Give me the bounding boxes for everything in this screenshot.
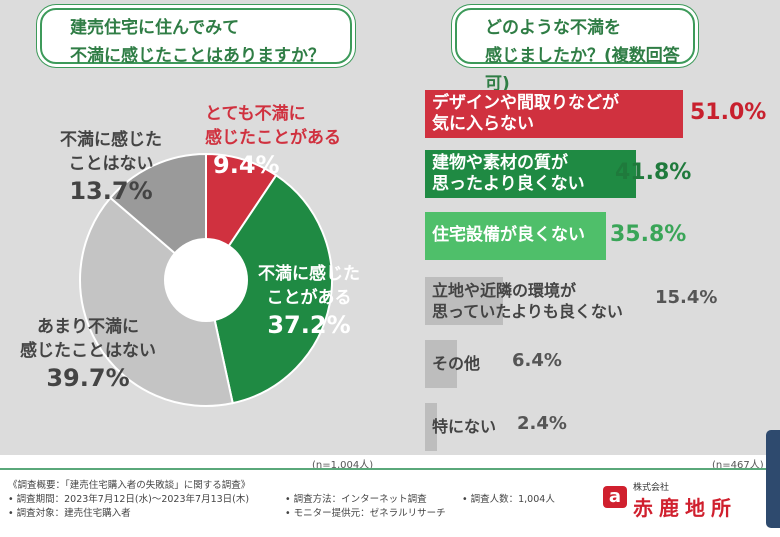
- pie-label-line2: 感じたことがある: [205, 128, 341, 148]
- bar-5: [425, 403, 438, 451]
- bar-2: [425, 212, 606, 260]
- infographic: 建売住宅に住んでみて 不満に感じたことはありますか？ どのような不満を 感じまし…: [0, 0, 780, 455]
- pie-slice-1: [204, 173, 333, 405]
- pie-label-line1: 不満に感じた: [258, 264, 360, 284]
- bar-1: [425, 150, 637, 198]
- bar-label-line1: 建物や素材の質が: [432, 153, 568, 173]
- bar-label-line2: 思っていたよりも良くない: [432, 302, 623, 321]
- bar-label-line1: その他: [432, 354, 481, 373]
- bar-3: [425, 277, 503, 325]
- pie-label-line2: ことがある: [266, 288, 352, 308]
- bar-value-0: 51.0%: [690, 100, 767, 125]
- survey-title: 《調査概要：「建売住宅購入者の失敗談」に関する調査》: [8, 480, 251, 491]
- bar-value-4: 6.4%: [512, 350, 562, 371]
- question-2-line2: 感じましたか？(複数回答可): [485, 46, 680, 94]
- pie-label-line1: 不満に感じた: [60, 130, 162, 150]
- bar-label-line1: 立地や近隣の環境が: [432, 281, 577, 300]
- pie-value: 39.7%: [46, 364, 130, 392]
- survey-period: • 調査期間：2023年7月12日(水)〜2023年7月13日(木): [8, 494, 250, 505]
- pie-label-3: 不満に感じた ことはない 13.7%: [60, 128, 162, 206]
- logo-company-type: 株式会社: [633, 483, 670, 493]
- bar-value-2: 35.8%: [610, 222, 687, 247]
- bar-sample-size: (n=467人): [712, 460, 764, 471]
- bar-label-2: 住宅設備が良くない: [432, 225, 585, 246]
- pie-label-2: あまり不満に 感じたことはない 39.7%: [20, 315, 156, 393]
- bar-label-line1: 住宅設備が良くない: [432, 225, 585, 245]
- bar-label-line2: 気に入らない: [432, 114, 534, 134]
- bar-label-1: 建物や素材の質が 思ったより良くない: [432, 153, 585, 195]
- pie-label-1: 不満に感じた ことがある 37.2%: [258, 262, 360, 340]
- side-tab[interactable]: [766, 430, 780, 528]
- pie-label-line1: とても不満に: [205, 104, 306, 124]
- bar-label-3: 立地や近隣の環境が思っていたよりも良くない: [432, 280, 623, 322]
- pie-hole: [164, 238, 248, 322]
- bar-label-0: デザインや間取りなどが 気に入らない: [432, 93, 619, 135]
- bar-label-line2: 思ったより良くない: [432, 174, 585, 194]
- pie-slice-2: [79, 196, 234, 407]
- survey-count: • 調査人数：1,004人: [462, 494, 555, 505]
- bar-4: [425, 340, 458, 388]
- survey-method: • 調査方法：インターネット調査: [285, 494, 427, 505]
- logo-company-name: 赤鹿地所: [633, 496, 737, 520]
- bar-0: [425, 90, 683, 138]
- question-2-line1: どのような不満を: [485, 18, 621, 38]
- pie-value: 9.4%: [213, 151, 280, 179]
- bar-value-1: 41.8%: [615, 160, 692, 185]
- question-1-line2: 不満に感じたことはありますか？: [70, 46, 325, 66]
- pie-label-line1: あまり不満に: [37, 317, 139, 337]
- pie-label-0: とても不満に感じたことがある 9.4%: [205, 102, 341, 180]
- bar-label-line1: デザインや間取りなどが: [432, 93, 619, 113]
- company-logo: a 株式会社 赤鹿地所: [603, 480, 768, 520]
- pie-value: 37.2%: [267, 311, 351, 339]
- question-1-box: 建売住宅に住んでみて 不満に感じたことはありますか？: [40, 8, 352, 66]
- divider: [0, 468, 768, 470]
- bar-value-5: 2.4%: [517, 413, 567, 434]
- survey-target: • 調査対象：建売住宅購入者: [8, 508, 131, 519]
- pie-value: 13.7%: [69, 177, 153, 205]
- bar-label-4: その他: [432, 353, 480, 374]
- question-1-line1: 建売住宅に住んでみて: [70, 18, 240, 38]
- pie-chart: [79, 152, 333, 407]
- bar-label-5: 特にない: [432, 416, 496, 437]
- bar-value-3: 15.4%: [655, 287, 718, 308]
- logo-mark-icon: a: [603, 486, 627, 508]
- survey-monitor: • モニター提供元：ゼネラルリサーチ: [285, 508, 446, 519]
- pie-label-line2: ことはない: [68, 154, 154, 174]
- pie-sample-size: (n=1,004人): [312, 460, 374, 471]
- pie-label-line2: 感じたことはない: [20, 341, 156, 361]
- bar-label-line1: 特にない: [432, 417, 497, 436]
- question-2-box: どのような不満を 感じましたか？(複数回答可): [455, 8, 695, 94]
